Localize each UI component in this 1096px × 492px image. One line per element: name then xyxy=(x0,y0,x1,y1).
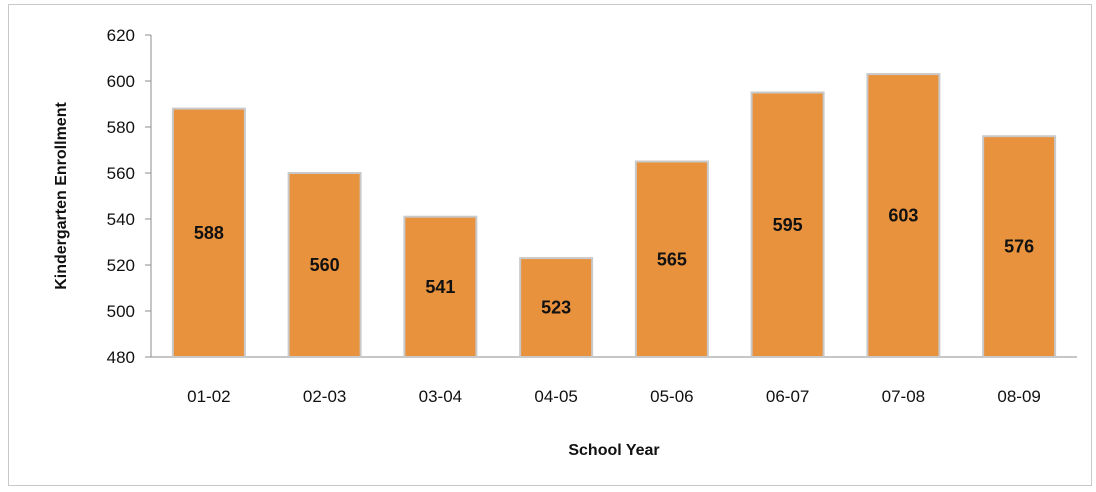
y-axis: 480 500 520 540 560 580 600 620 xyxy=(107,26,152,367)
bar-value-label: 541 xyxy=(425,277,455,297)
data-labels-group: 588 560 541 523 565 595 603 576 xyxy=(194,206,1034,318)
x-tick-label: 01-02 xyxy=(187,387,230,406)
x-tick-label: 04-05 xyxy=(534,387,577,406)
y-tick-label: 540 xyxy=(107,210,135,229)
bar-value-label: 603 xyxy=(888,206,918,226)
bar xyxy=(634,160,709,358)
x-tick-label: 03-04 xyxy=(419,387,462,406)
x-tick-label: 08-09 xyxy=(997,387,1040,406)
bar-value-label: 595 xyxy=(773,215,803,235)
x-axis-title: School Year xyxy=(568,442,659,459)
bar-value-label: 576 xyxy=(1004,237,1034,257)
y-tick-label: 480 xyxy=(107,348,135,367)
bar xyxy=(519,257,594,359)
y-tick-label: 580 xyxy=(107,118,135,137)
y-tick-label: 500 xyxy=(107,302,135,321)
x-tick-label: 05-06 xyxy=(650,387,693,406)
x-tick-label: 06-07 xyxy=(766,387,809,406)
bar-value-label: 560 xyxy=(310,255,340,275)
bar xyxy=(982,135,1057,358)
y-tick-label: 520 xyxy=(107,256,135,275)
bar xyxy=(750,91,825,358)
x-tick-label: 02-03 xyxy=(303,387,346,406)
bar xyxy=(287,172,362,358)
x-tick-label: 07-08 xyxy=(882,387,925,406)
bar-value-label: 523 xyxy=(541,298,571,318)
bar xyxy=(403,215,478,358)
bar xyxy=(171,107,246,358)
y-axis-title: Kindergarten Enrollment xyxy=(53,102,70,290)
bars-group xyxy=(171,73,1057,359)
bar-value-label: 588 xyxy=(194,223,224,243)
bar xyxy=(866,73,941,358)
y-tick-label: 620 xyxy=(107,26,135,45)
y-tick-label: 560 xyxy=(107,164,135,183)
bar-value-label: 565 xyxy=(657,249,687,269)
y-tick-label: 600 xyxy=(107,72,135,91)
x-axis: 01-02 02-03 03-04 04-05 05-06 06-07 07-08 08-09 xyxy=(151,356,1077,406)
